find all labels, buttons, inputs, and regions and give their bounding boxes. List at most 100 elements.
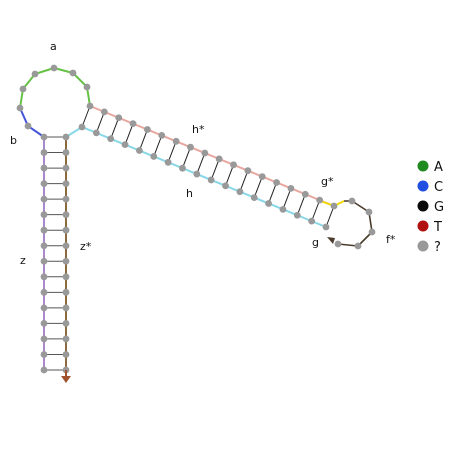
nucleotide-h <box>164 158 172 166</box>
nucleotide-z <box>40 195 48 203</box>
label-g: g <box>312 236 319 249</box>
nucleotide-loop-f-star <box>354 242 362 250</box>
nucleotide-h-star <box>316 196 324 204</box>
h-pair-line <box>282 188 292 210</box>
h-pair-line <box>268 182 278 204</box>
nucleotide-h <box>279 205 287 213</box>
legend-swatch <box>417 160 429 172</box>
nucleotide-h <box>236 188 244 196</box>
legend-label: C <box>434 180 443 195</box>
segment-h-backbone <box>81 126 327 228</box>
base-pair-lines <box>44 105 335 371</box>
nucleotide-h-star <box>330 202 338 210</box>
nucleotide-z-star <box>62 211 70 219</box>
h-pair-line <box>167 141 177 163</box>
h-pair-line <box>138 129 148 151</box>
nucleotide-loop-a <box>19 85 27 93</box>
nucleotide-loop-f-star <box>334 240 342 248</box>
nucleotide-loop-a <box>24 122 32 130</box>
segment-f-star-backbone <box>337 200 373 247</box>
nucleotide-h-star <box>301 190 309 198</box>
h-pair-line <box>225 164 234 187</box>
strand-backbones <box>19 67 373 370</box>
nucleotide-h-star <box>215 155 223 163</box>
segment-b-backbone <box>19 107 45 138</box>
nucleotide-z-star <box>62 149 70 156</box>
nucleotide-loop-a <box>31 70 39 78</box>
nucleotide-h-star <box>172 137 180 145</box>
h-pair-line <box>110 117 120 139</box>
nucleotide-z <box>40 288 48 296</box>
legend-swatch <box>417 180 429 192</box>
legend-label: A <box>434 160 443 175</box>
h-pair-line <box>182 146 191 169</box>
nucleotide-h-star <box>287 184 295 192</box>
nucleotide-z <box>40 366 48 374</box>
nucleotide-z <box>40 149 48 156</box>
nucleotide-z-star <box>62 226 70 234</box>
nucleotide-h <box>250 194 258 201</box>
nucleotide-h-star <box>144 126 151 133</box>
nucleotide-loop-a <box>50 64 58 72</box>
legend-swatch <box>417 240 429 252</box>
nucleotide-h <box>107 135 115 143</box>
legend-swatch <box>417 220 429 232</box>
h-pair-line <box>81 105 91 128</box>
h-pair-line <box>311 199 321 222</box>
nucleotide-h-star <box>244 167 252 175</box>
nucleotide-z <box>40 211 48 219</box>
nucleotide-h-star <box>100 108 108 116</box>
nucleotide-loop-f-star <box>348 197 356 205</box>
legend-item: C <box>417 180 443 195</box>
legend-label: G <box>434 200 444 215</box>
h-pair-line <box>153 135 163 157</box>
nucleotide-h-star <box>115 114 123 122</box>
label-b: b <box>10 134 17 147</box>
nucleotide-z <box>40 133 48 141</box>
label-g-star: g* <box>321 175 334 188</box>
nucleotide-h-star <box>201 149 209 157</box>
legend-label: ? <box>434 240 441 255</box>
h-pair-line <box>124 123 134 145</box>
nucleotide-h <box>92 129 100 137</box>
nucleotide-h-star <box>187 143 194 151</box>
h-pair-line <box>196 152 206 175</box>
nucleotide-z <box>40 164 48 172</box>
nucleotide-z <box>40 335 48 343</box>
nucleotide-h <box>322 223 330 231</box>
h-pair-line <box>210 158 220 181</box>
legend-item: A <box>417 160 443 175</box>
h-pair-line <box>239 170 249 192</box>
nucleotide-h <box>265 200 272 207</box>
nucleotide-z-star <box>62 180 70 188</box>
nucleotide-h-star <box>230 161 237 169</box>
nucleotide-z-star <box>62 320 70 327</box>
nucleotide-z-star <box>62 195 70 203</box>
legend-item: ? <box>417 240 441 255</box>
loop-arrow-head <box>327 237 335 244</box>
nucleotide-h <box>136 147 143 154</box>
nucleotide-z <box>40 226 48 234</box>
nucleotide-z-star <box>62 257 70 265</box>
nucleotide-loop-a <box>16 104 24 112</box>
nucleotide-h <box>78 123 86 131</box>
h-pair-line <box>95 111 105 134</box>
h-pair-line <box>325 205 335 228</box>
nucleotide-z-star <box>62 304 70 312</box>
nucleotide-z <box>40 273 48 281</box>
nucleotide-h-star <box>129 120 137 128</box>
strand-arrows <box>61 237 335 383</box>
nucleotide-z-star <box>62 288 70 296</box>
nucleotide-h-star <box>86 102 94 110</box>
nucleotide-z-star <box>62 242 70 250</box>
nucleotide-z-star <box>62 273 70 281</box>
nucleotide-h <box>179 164 186 172</box>
nucleotide-h <box>150 153 158 160</box>
label-h-star: h* <box>192 123 205 136</box>
nucleotide-h <box>293 211 301 219</box>
nucleotide-h-star <box>273 179 280 186</box>
nucleotide-z <box>40 351 48 358</box>
nucleotide-h <box>193 170 201 178</box>
